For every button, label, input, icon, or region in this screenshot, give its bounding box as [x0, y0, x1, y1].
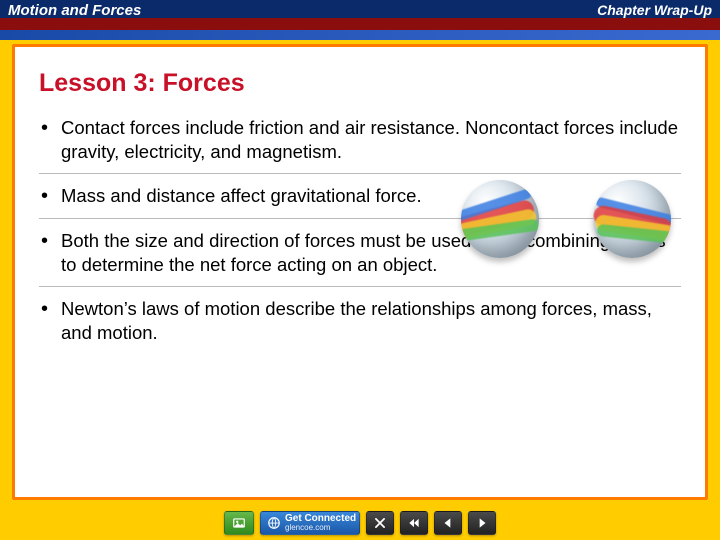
- close-button[interactable]: [366, 511, 394, 535]
- picture-icon: [232, 516, 246, 530]
- forward-icon: [475, 516, 489, 530]
- rewind-button[interactable]: [400, 511, 428, 535]
- get-connected-button[interactable]: Get Connected glencoe.com: [260, 511, 360, 535]
- forward-button[interactable]: [468, 511, 496, 535]
- lesson-title: Lesson 3: Forces: [39, 69, 681, 98]
- chapter-wrapup-label: Chapter Wrap-Up: [597, 0, 712, 18]
- get-connected-sub: glencoe.com: [285, 524, 356, 532]
- content-panel: Lesson 3: Forces Contact forces include …: [12, 44, 708, 500]
- header-accent-strip: [0, 30, 720, 40]
- illustration-marbles: [461, 179, 671, 259]
- bullet-text: Contact forces include friction and air …: [61, 117, 678, 162]
- marble-left: [461, 180, 539, 258]
- bullet-text: Mass and distance affect gravitational f…: [61, 185, 422, 206]
- rewind-icon: [407, 516, 421, 530]
- footer-nav: Get Connected glencoe.com: [0, 506, 720, 540]
- slide-frame: Motion and Forces Chapter Wrap-Up Lesson…: [0, 0, 720, 540]
- close-icon: [373, 516, 387, 530]
- marble-right: [593, 180, 671, 258]
- bullet-item: Newton’s laws of motion describe the rel…: [39, 297, 681, 354]
- bullet-item: Contact forces include friction and air …: [39, 116, 681, 174]
- back-icon: [441, 516, 455, 530]
- bullet-text: Newton’s laws of motion describe the rel…: [61, 298, 652, 343]
- globe-icon: [267, 516, 281, 530]
- header-bar: Motion and Forces Chapter Wrap-Up: [0, 0, 720, 30]
- image-bank-button[interactable]: [224, 511, 254, 535]
- chapter-title: Motion and Forces: [8, 0, 141, 19]
- back-button[interactable]: [434, 511, 462, 535]
- get-connected-text: Get Connected glencoe.com: [285, 514, 356, 532]
